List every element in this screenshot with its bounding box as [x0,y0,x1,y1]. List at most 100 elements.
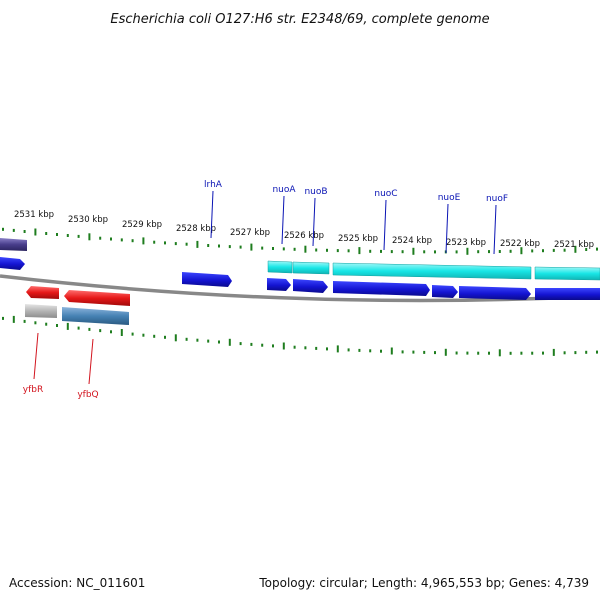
gene-label-nuoB: nuoB [304,187,327,197]
gene-feature [432,285,458,298]
gene-feature [292,261,330,275]
major-tick [336,345,339,353]
minor-tick [77,234,80,238]
major-tick [358,247,361,255]
minor-tick [196,338,199,342]
major-tick [88,233,91,241]
minor-tick [120,238,123,242]
minor-tick [423,250,426,254]
minor-tick [110,330,112,334]
minor-tick [401,250,404,254]
minor-tick [34,321,37,325]
minor-tick [45,232,48,235]
minor-tick [315,346,318,350]
minor-tick [250,342,253,346]
major-tick [142,237,145,245]
minor-tick [455,250,458,254]
minor-tick [110,237,112,241]
minor-tick [596,247,598,251]
lower-scale-ticks [2,315,598,357]
minor-tick [261,246,264,250]
scale-label: 2526 kbp [284,231,324,241]
minor-tick [574,351,577,355]
scale-label: 2530 kbp [68,215,108,225]
scale-label: 2524 kbp [392,236,432,246]
minor-tick [466,351,469,355]
minor-tick [336,249,339,253]
minor-tick [434,250,436,254]
minor-tick [261,343,264,347]
upper-gene-labels: lrhA nuoA nuoB nuoC nuoE nuoF [204,180,508,255]
minor-tick [509,351,512,355]
gene-feature [333,281,430,296]
minor-tick [498,250,501,253]
minor-tick [304,346,307,350]
minor-tick [99,236,102,240]
blue-gene-features [0,257,600,300]
minor-tick [542,249,544,253]
minor-tick [239,342,242,346]
gene-feature [535,288,600,300]
minor-tick [585,248,588,251]
major-tick [34,228,37,236]
label-leader [493,204,497,255]
minor-tick [142,333,145,337]
minor-tick [380,349,382,353]
minor-tick [218,340,220,344]
lower-gene-labels: yfbR yfbQ [23,332,99,400]
gene-label-lrhA: lrhA [204,180,223,190]
minor-tick [218,244,220,248]
major-tick [520,247,523,255]
minor-tick [153,240,156,244]
minor-tick [585,350,588,354]
minor-tick [477,351,480,355]
gene-feature [64,290,130,306]
major-tick [66,322,69,330]
minor-tick [228,245,231,249]
major-tick [120,329,123,336]
minor-tick [2,227,4,231]
gene-feature [267,260,293,274]
minor-tick [131,332,134,336]
genome-summary-text: Topology: circular; Length: 4,965,553 bp… [258,576,589,590]
minor-tick [56,233,58,236]
gene-feature [534,266,600,281]
minor-tick [174,242,177,246]
major-tick [196,240,199,248]
minor-tick [66,234,69,237]
scale-label: 2531 kbp [14,210,54,220]
minor-tick [390,250,393,254]
minor-tick [380,249,382,253]
major-tick [228,338,231,346]
minor-tick [272,247,274,250]
minor-tick [358,348,361,352]
minor-tick [315,248,318,252]
major-tick [466,247,469,255]
minor-tick [293,247,296,251]
minor-tick [347,348,350,352]
label-leader [281,195,285,245]
major-tick [498,349,501,357]
gene-feature [459,286,531,300]
minor-tick [153,334,156,338]
minor-tick [164,335,166,339]
scale-label: 2528 kbp [176,224,216,234]
minor-tick [455,351,458,355]
minor-tick [552,248,555,252]
minor-tick [88,327,91,331]
label-leader [445,203,449,254]
gene-feature [25,304,57,318]
minor-tick [326,248,328,252]
major-tick [250,243,253,251]
minor-tick [207,339,210,343]
minor-tick [131,239,134,243]
minor-tick [45,322,48,326]
minor-tick [520,351,523,355]
gene-label-nuoF: nuoF [486,194,508,204]
minor-tick [596,350,598,354]
minor-tick [563,351,566,355]
scale-label: 2523 kbp [446,238,486,248]
minor-tick [282,247,285,251]
minor-tick [369,249,372,253]
minor-tick [531,351,534,355]
